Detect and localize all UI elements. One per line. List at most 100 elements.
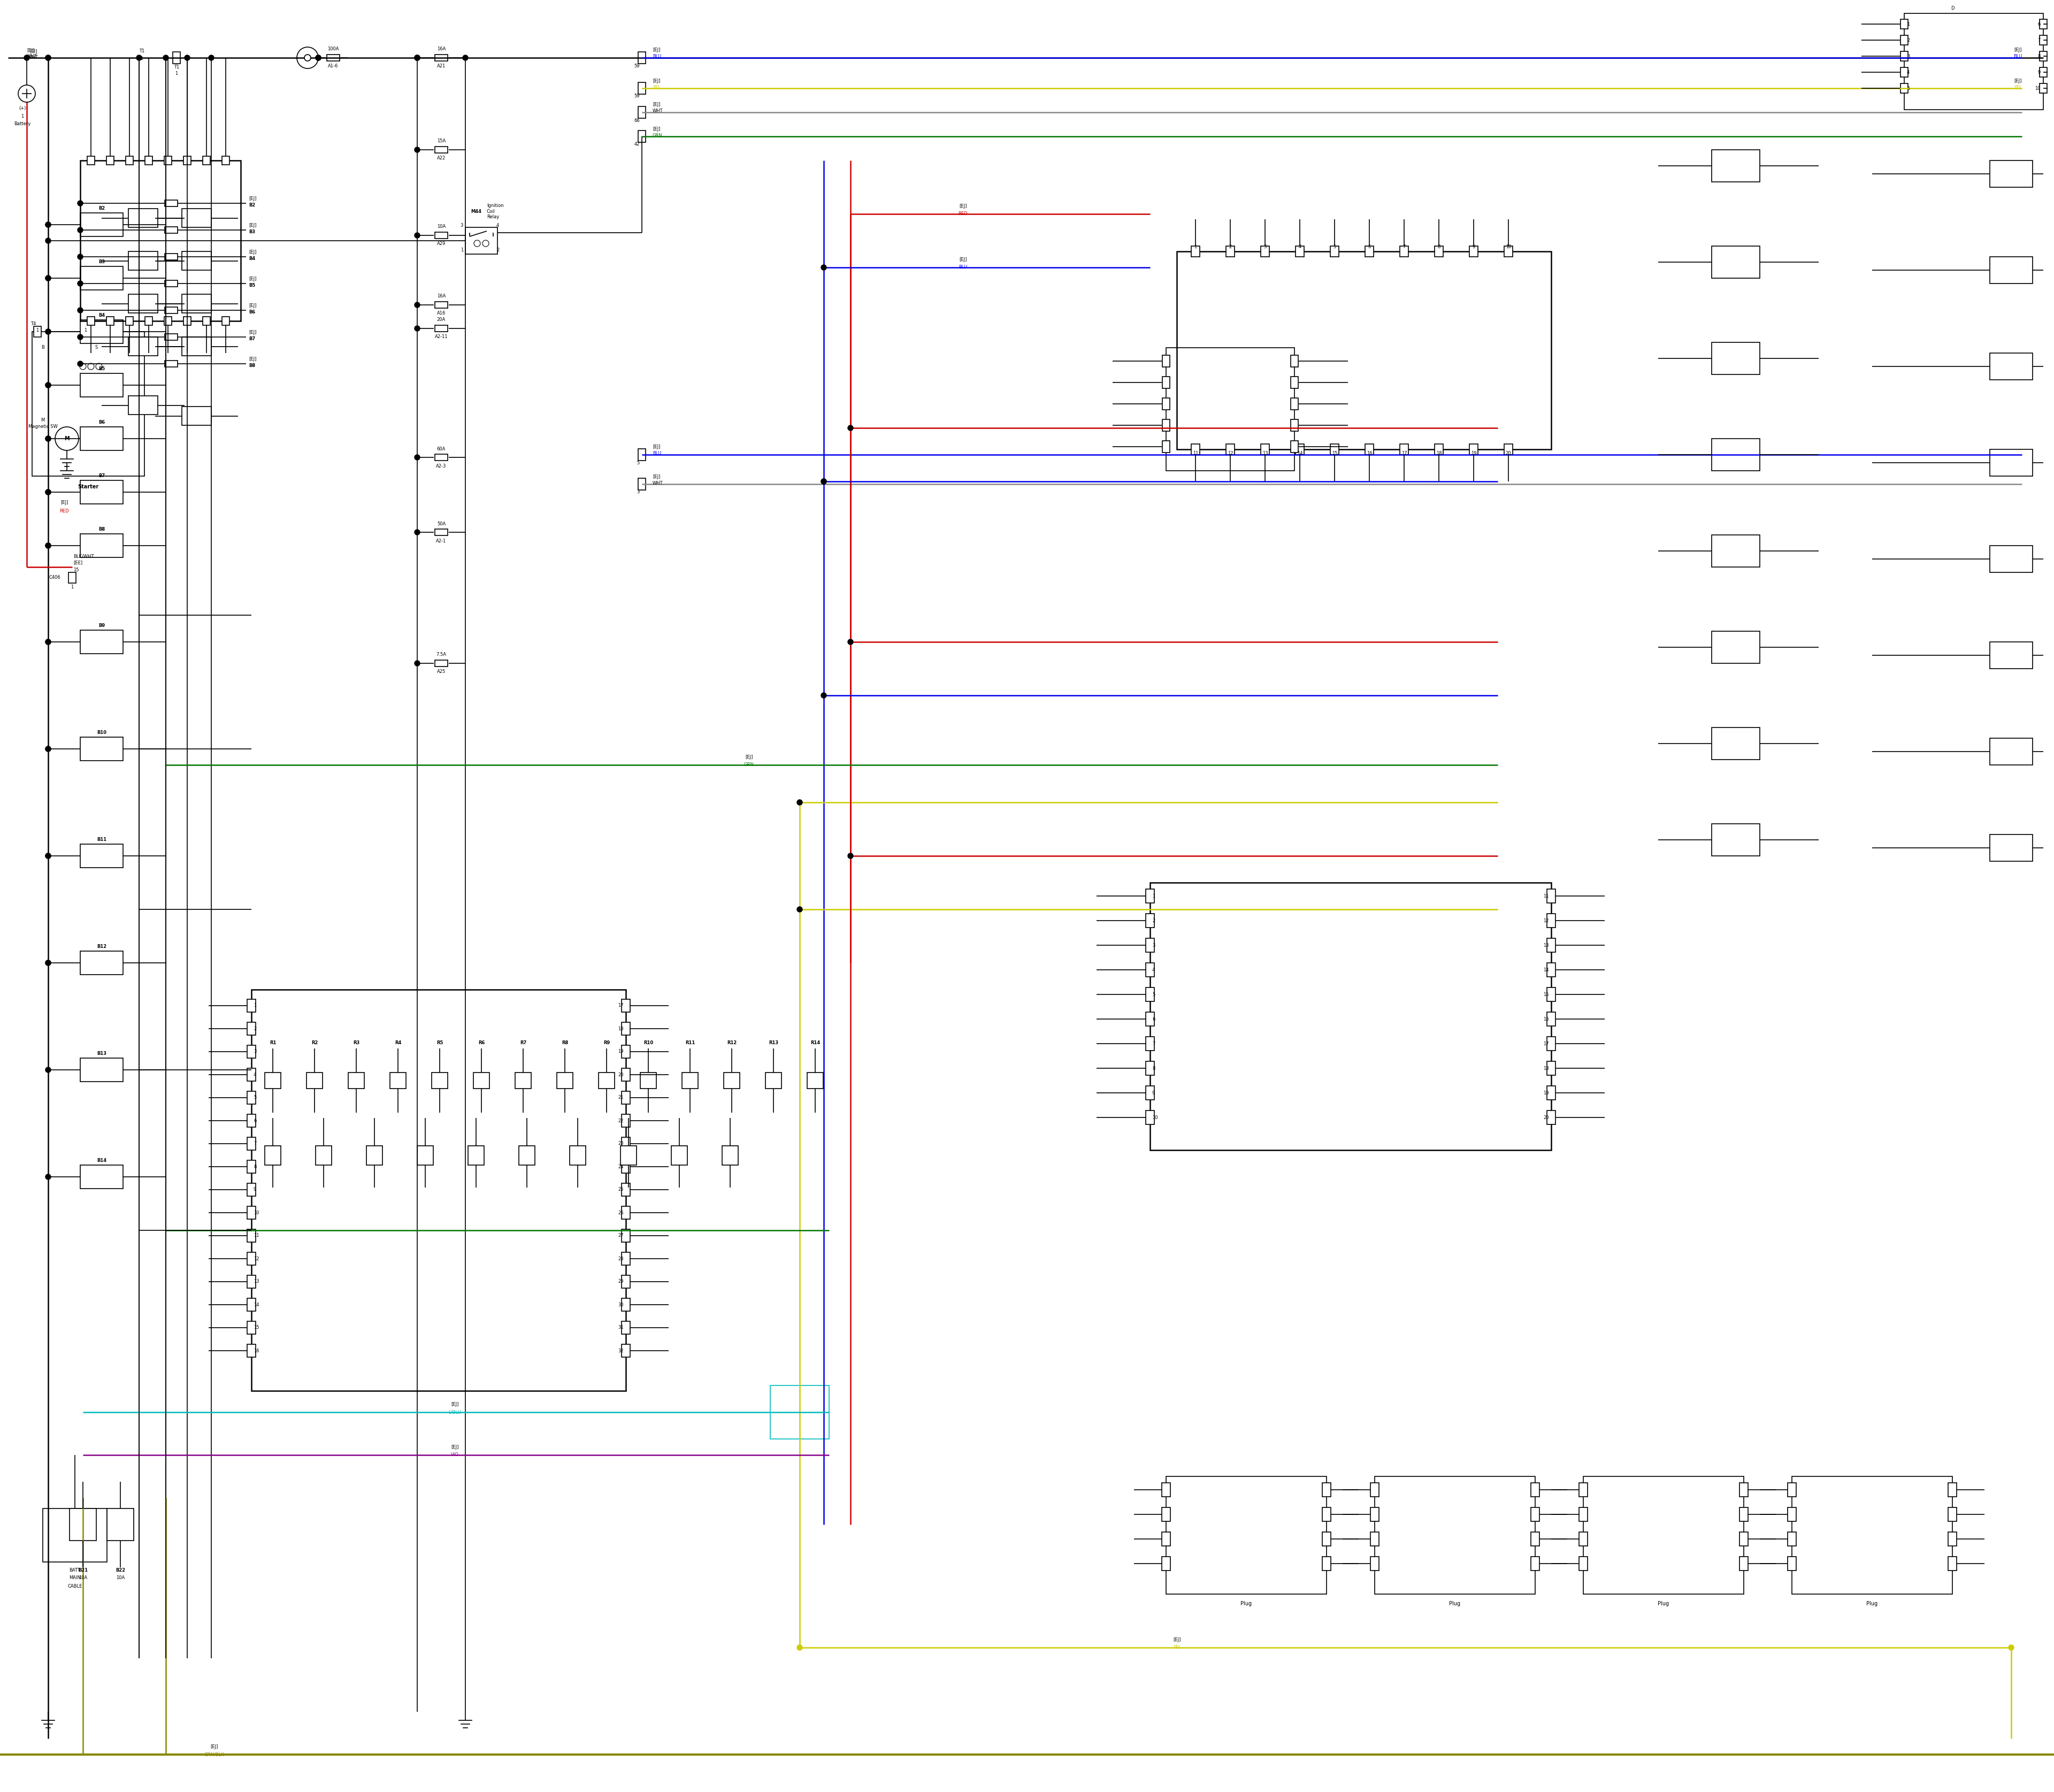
- Bar: [246, 1276, 255, 1288]
- Bar: [1711, 439, 1760, 471]
- Text: [EJ]: [EJ]: [653, 48, 659, 52]
- Text: CABLE: CABLE: [68, 1584, 82, 1588]
- Text: 21: 21: [618, 1095, 624, 1100]
- Text: [EE]: [EE]: [74, 561, 82, 564]
- Bar: [622, 1045, 631, 1057]
- Text: A25: A25: [438, 670, 446, 674]
- Text: B11: B11: [97, 837, 107, 842]
- Bar: [246, 1344, 255, 1357]
- Text: 25: 25: [618, 1188, 624, 1192]
- Text: 19: 19: [1471, 452, 1477, 455]
- Bar: [622, 1000, 631, 1012]
- Bar: [183, 208, 212, 228]
- Bar: [1900, 52, 1908, 61]
- Text: 5: 5: [637, 461, 639, 466]
- Text: 5: 5: [253, 1095, 257, 1100]
- Bar: [246, 1091, 255, 1104]
- Text: B6: B6: [99, 419, 105, 425]
- Text: 15: 15: [1331, 452, 1337, 455]
- Text: 20: 20: [1506, 452, 1512, 455]
- Bar: [183, 337, 212, 357]
- Bar: [1900, 84, 1908, 93]
- Bar: [641, 1073, 657, 1088]
- Text: Plug: Plug: [1867, 1600, 1877, 1606]
- Text: A22: A22: [438, 156, 446, 161]
- Bar: [183, 156, 191, 165]
- Bar: [246, 1159, 255, 1174]
- Bar: [222, 317, 230, 324]
- Bar: [183, 317, 191, 324]
- Text: 6: 6: [253, 1118, 257, 1124]
- Bar: [1374, 1477, 1534, 1595]
- Bar: [1547, 1086, 1555, 1100]
- Bar: [1504, 444, 1512, 455]
- Circle shape: [45, 276, 51, 281]
- Bar: [569, 1145, 585, 1165]
- Circle shape: [415, 530, 419, 536]
- Bar: [127, 337, 158, 357]
- Bar: [1296, 246, 1304, 256]
- Bar: [435, 659, 448, 667]
- Text: 3: 3: [460, 224, 464, 228]
- Text: (+): (+): [18, 106, 27, 111]
- Bar: [435, 147, 448, 152]
- Bar: [1547, 1061, 1555, 1075]
- Bar: [672, 1145, 688, 1165]
- Bar: [80, 1165, 123, 1188]
- Text: R3: R3: [353, 1041, 359, 1045]
- Text: 8: 8: [2038, 54, 2040, 59]
- Bar: [183, 294, 212, 314]
- Bar: [770, 1385, 830, 1439]
- Bar: [80, 631, 123, 654]
- Bar: [1740, 1532, 1748, 1546]
- Text: 31: 31: [618, 1326, 624, 1330]
- Bar: [639, 82, 645, 95]
- Bar: [1331, 246, 1339, 256]
- Text: S: S: [94, 346, 99, 349]
- Text: 16: 16: [1543, 1016, 1549, 1021]
- Bar: [639, 52, 645, 65]
- Bar: [1547, 889, 1555, 903]
- Text: A2-3: A2-3: [435, 464, 446, 468]
- Bar: [33, 332, 144, 477]
- Bar: [125, 317, 134, 324]
- Circle shape: [45, 222, 51, 228]
- Bar: [1150, 883, 1551, 1150]
- Bar: [1146, 889, 1154, 903]
- Bar: [622, 1159, 631, 1174]
- Bar: [203, 156, 210, 165]
- Text: 1: 1: [21, 113, 25, 118]
- Circle shape: [45, 745, 51, 751]
- Text: [EJ]: [EJ]: [249, 197, 257, 201]
- Bar: [1530, 1557, 1538, 1570]
- Bar: [1290, 441, 1298, 453]
- Circle shape: [45, 745, 51, 751]
- Circle shape: [45, 435, 51, 441]
- Text: 3: 3: [1906, 54, 1910, 59]
- Bar: [1261, 246, 1269, 256]
- Bar: [435, 301, 448, 308]
- Bar: [622, 1115, 631, 1127]
- Circle shape: [848, 640, 852, 645]
- Bar: [1163, 355, 1171, 367]
- Text: 1: 1: [37, 328, 39, 333]
- Bar: [80, 161, 240, 321]
- Text: B8: B8: [249, 364, 255, 369]
- Text: [EJ]: [EJ]: [249, 276, 257, 281]
- Bar: [639, 478, 645, 489]
- Text: A1-6: A1-6: [329, 65, 339, 68]
- Text: 14: 14: [1543, 968, 1549, 973]
- Bar: [1990, 545, 2033, 572]
- Text: 19: 19: [1543, 1091, 1549, 1095]
- Text: 2: 2: [497, 247, 499, 253]
- Text: R14: R14: [809, 1041, 820, 1045]
- Circle shape: [415, 56, 419, 61]
- Bar: [1370, 1507, 1378, 1521]
- Bar: [1711, 246, 1760, 278]
- Bar: [1146, 1038, 1154, 1050]
- Circle shape: [18, 84, 35, 102]
- Circle shape: [78, 360, 82, 366]
- Bar: [1469, 444, 1479, 455]
- Bar: [435, 324, 448, 332]
- Text: B6: B6: [249, 310, 255, 315]
